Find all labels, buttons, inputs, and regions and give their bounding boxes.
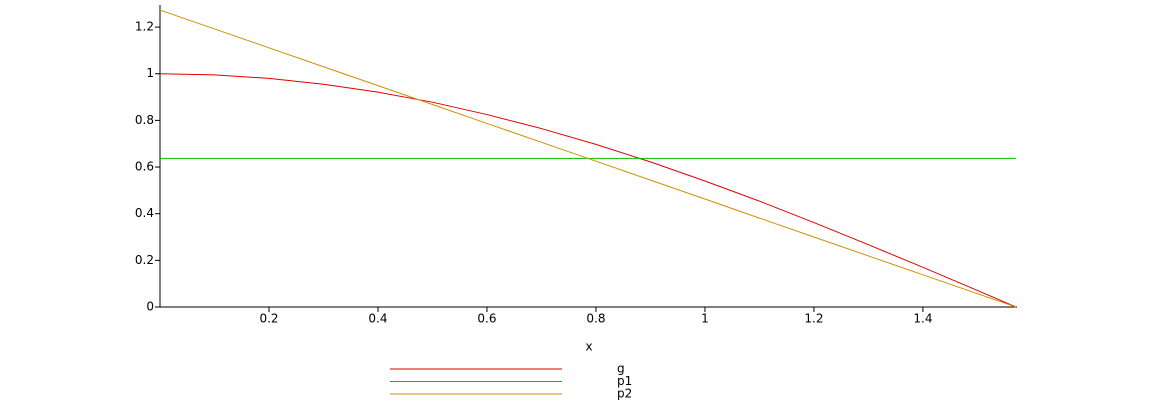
- y-tick-label: 1.2: [135, 20, 154, 34]
- x-tick-label: 1.2: [804, 312, 823, 326]
- x-tick-label: 0.2: [259, 312, 278, 326]
- y-tick-label: 1: [146, 66, 154, 80]
- x-tick-label: 1: [701, 312, 709, 326]
- legend-label: p1: [617, 374, 632, 388]
- legend-label: g: [617, 362, 625, 376]
- x-tick-label: 0.8: [586, 312, 605, 326]
- series-line: [159, 73, 1017, 308]
- x-axis-label: x: [585, 340, 592, 354]
- y-tick-label: 0.8: [135, 113, 154, 127]
- y-tick-label: 0: [146, 300, 154, 314]
- y-tick-label: 0.4: [135, 206, 154, 220]
- series-line: [159, 9, 1017, 308]
- legend-label: p2: [617, 387, 632, 401]
- y-tick-label: 0.2: [135, 253, 154, 267]
- y-tick-label: 0.6: [135, 160, 154, 174]
- x-tick-label: 0.6: [477, 312, 496, 326]
- x-tick-label: 0.4: [368, 312, 387, 326]
- x-tick-label: 1.4: [913, 312, 932, 326]
